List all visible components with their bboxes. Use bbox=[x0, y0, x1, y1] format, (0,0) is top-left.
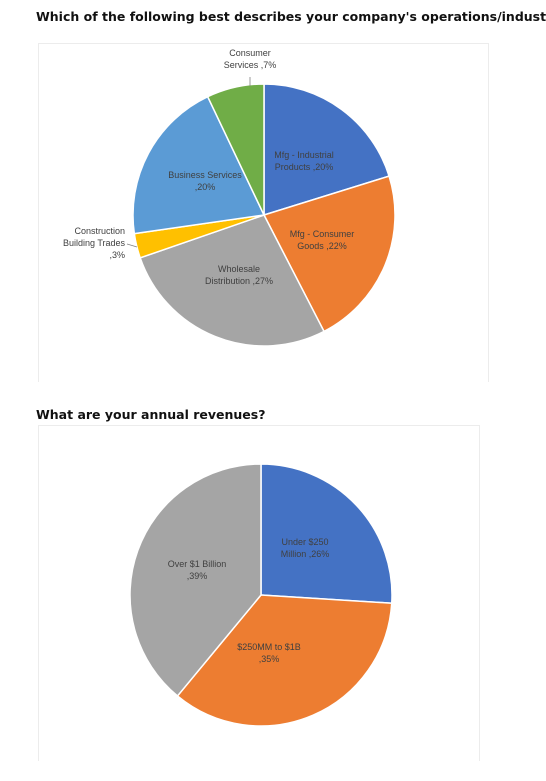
slice-business-services bbox=[132, 95, 266, 235]
label-over-1-billion: Over $1 Billion ,39% bbox=[168, 559, 227, 581]
label-mfg-industrial-products: Mfg - Industrial Products ,20% bbox=[274, 150, 334, 172]
revenue-slices bbox=[129, 463, 393, 727]
industry-question: Which of the following best describes yo… bbox=[36, 9, 546, 24]
label-consumer-services: Consumer Services ,7% bbox=[224, 48, 277, 70]
slice-250mm-to-1b bbox=[176, 594, 393, 727]
revenue-chart-frame: Under $250 Million ,26% $250MM to $1B ,35% O… bbox=[38, 425, 480, 761]
label-wholesale-distribution: Wholesale Distribution ,27% bbox=[205, 264, 273, 286]
label-250mm-to-1b: $250MM to $1B ,35% bbox=[237, 642, 301, 664]
industry-chart-frame: Mfg - Industrial Products ,20% Mfg - Consu… bbox=[38, 43, 489, 382]
slice-mfg-industrial-products bbox=[263, 83, 391, 217]
leader-line-construction-building-trades bbox=[126, 243, 138, 248]
slice-over-1-billion bbox=[129, 463, 262, 697]
revenue-question: What are your annual revenues? bbox=[36, 407, 266, 422]
revenue-pie-chart: Under $250 Million ,26% $250MM to $1B ,35% O… bbox=[129, 463, 393, 727]
label-under-250-million: Under $250 Million ,26% bbox=[281, 537, 330, 559]
industry-pie-chart: Mfg - Industrial Products ,20% Mfg - Consu… bbox=[63, 48, 396, 347]
slice-under-250-million bbox=[260, 463, 393, 605]
label-business-services: Business Services ,20% bbox=[168, 170, 242, 192]
label-construction-building-trades: Construction Building Trades ,3% bbox=[63, 226, 126, 260]
slice-wholesale-distribution bbox=[139, 214, 326, 347]
slice-consumer-services bbox=[206, 83, 265, 216]
industry-slices bbox=[132, 83, 396, 347]
label-mfg-consumer-goods: Mfg - Consumer Goods ,22% bbox=[290, 229, 355, 251]
slice-mfg-consumer-goods bbox=[262, 175, 396, 333]
